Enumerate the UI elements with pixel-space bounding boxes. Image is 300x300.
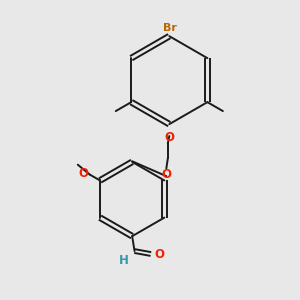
Text: O: O	[78, 167, 88, 180]
Text: O: O	[161, 168, 171, 181]
Text: H: H	[119, 254, 129, 267]
Text: Br: Br	[163, 22, 177, 33]
Text: O: O	[164, 131, 174, 144]
Text: O: O	[154, 248, 164, 260]
